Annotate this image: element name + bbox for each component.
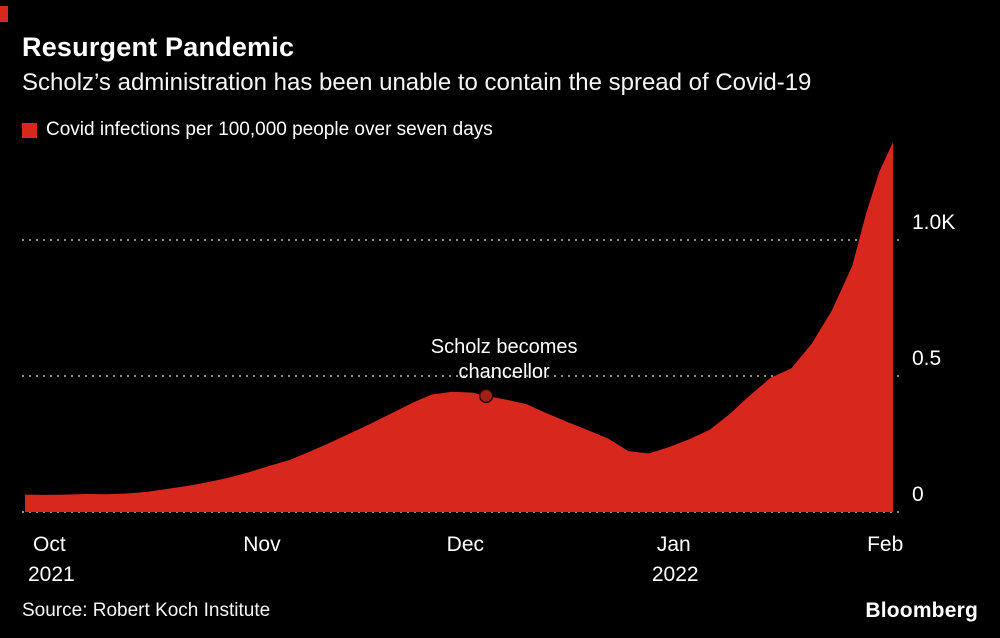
y-tick-label: 0.5 bbox=[912, 347, 941, 370]
source-attribution: Source: Robert Koch Institute bbox=[22, 600, 271, 621]
chart-legend: Covid infections per 100,000 people over… bbox=[22, 119, 493, 141]
chart-title: Resurgent Pandemic bbox=[22, 32, 295, 62]
y-tick-label: 1.0K bbox=[912, 211, 955, 234]
chart-subtitle: Scholz’s administration has been unable … bbox=[22, 69, 812, 96]
legend-label: Covid infections per 100,000 people over… bbox=[46, 119, 493, 140]
x-tick-label: Dec bbox=[447, 533, 484, 556]
x-tick-label: Nov bbox=[243, 533, 281, 556]
x-tick-label: Jan bbox=[657, 533, 691, 556]
annotation-marker-dot bbox=[478, 388, 494, 404]
y-tick-label: 0 bbox=[912, 483, 924, 506]
bloomberg-logo: Bloomberg bbox=[865, 599, 978, 622]
x-tick-label: Oct bbox=[33, 533, 66, 556]
annotation-text-line: chancellor bbox=[459, 361, 551, 383]
legend-swatch-icon bbox=[22, 122, 37, 138]
x-tick-label: Feb bbox=[867, 533, 903, 556]
annotation-text-line: Scholz becomes bbox=[431, 336, 578, 358]
area-series-covid-infections bbox=[25, 142, 893, 512]
x-tick-sublabel: 2022 bbox=[652, 563, 699, 586]
brand-corner-tick bbox=[0, 6, 8, 22]
x-tick-sublabel: 2021 bbox=[28, 563, 75, 586]
